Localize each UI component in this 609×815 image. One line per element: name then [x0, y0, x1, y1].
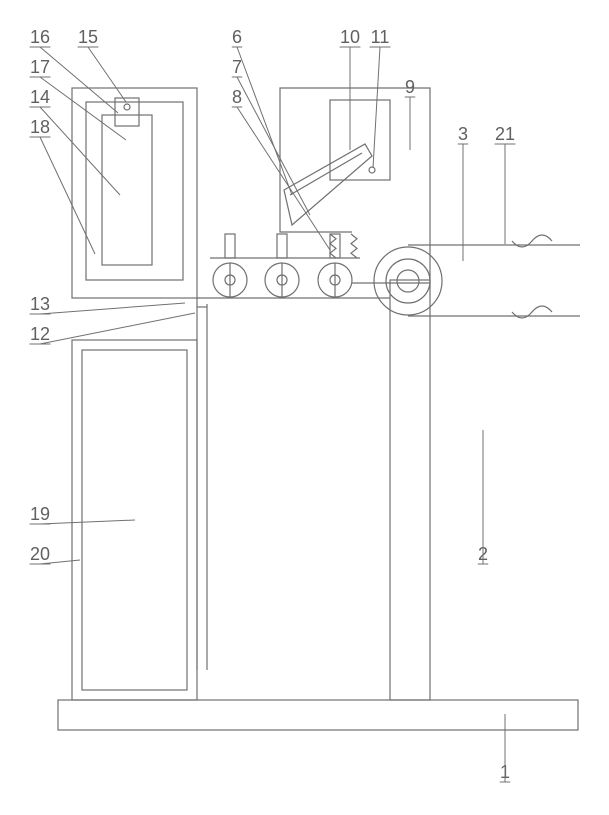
- label-15: 15: [78, 27, 126, 102]
- upper-left-housing: [72, 88, 197, 298]
- guide-wedge: [284, 144, 372, 225]
- pulley-inner: [397, 270, 419, 292]
- label-12: 12: [30, 313, 195, 344]
- roller-housing: [280, 88, 430, 283]
- label-text-3: 3: [458, 124, 468, 144]
- label-18: 18: [30, 117, 95, 254]
- label-1: 1: [500, 714, 510, 782]
- label-text-15: 15: [78, 27, 98, 47]
- label-text-17: 17: [30, 57, 50, 77]
- label-text-13: 13: [30, 294, 50, 314]
- label-7: 7: [232, 57, 310, 215]
- base-plate: [58, 700, 578, 730]
- label-3: 3: [458, 124, 468, 261]
- label-text-14: 14: [30, 87, 50, 107]
- roller-post-0: [225, 234, 235, 258]
- leader-12: [40, 313, 195, 344]
- label-2: 2: [478, 430, 488, 564]
- label-text-16: 16: [30, 27, 50, 47]
- pulley-mid: [386, 259, 430, 303]
- spring-1: [351, 234, 357, 258]
- leader-8: [237, 107, 330, 250]
- label-text-11: 11: [371, 27, 390, 47]
- pulley-outer: [374, 247, 442, 315]
- label-text-10: 10: [340, 27, 360, 47]
- leader-6: [237, 47, 292, 195]
- leader-11: [373, 47, 380, 168]
- upper-left-band: [86, 102, 183, 280]
- leader-13: [40, 303, 185, 314]
- label-8: 8: [232, 87, 330, 250]
- label-text-7: 7: [232, 57, 242, 77]
- leader-18: [40, 137, 95, 254]
- leader-7: [237, 77, 310, 215]
- label-11: 11: [370, 27, 391, 168]
- label-6: 6: [232, 27, 292, 195]
- tall-post: [390, 280, 430, 700]
- label-13: 13: [30, 294, 185, 314]
- leader-14: [40, 107, 120, 195]
- label-9: 9: [405, 77, 415, 150]
- roller-post-1: [277, 234, 287, 258]
- label-text-18: 18: [30, 117, 50, 137]
- leader-16: [40, 47, 118, 113]
- label-text-9: 9: [405, 77, 415, 97]
- label-text-20: 20: [30, 544, 50, 564]
- label-text-8: 8: [232, 87, 242, 107]
- label-21: 21: [495, 124, 516, 244]
- label-text-6: 6: [232, 27, 242, 47]
- press-plate: [102, 115, 152, 265]
- hub-hole: [124, 104, 130, 110]
- spring-0: [330, 234, 336, 258]
- cylinder-body: [330, 100, 390, 180]
- label-text-12: 12: [30, 324, 50, 344]
- leader-19: [40, 520, 135, 524]
- label-text-19: 19: [30, 504, 50, 524]
- leader-15: [88, 47, 126, 102]
- cylinder-pivot: [369, 167, 375, 173]
- label-text-21: 21: [495, 124, 515, 144]
